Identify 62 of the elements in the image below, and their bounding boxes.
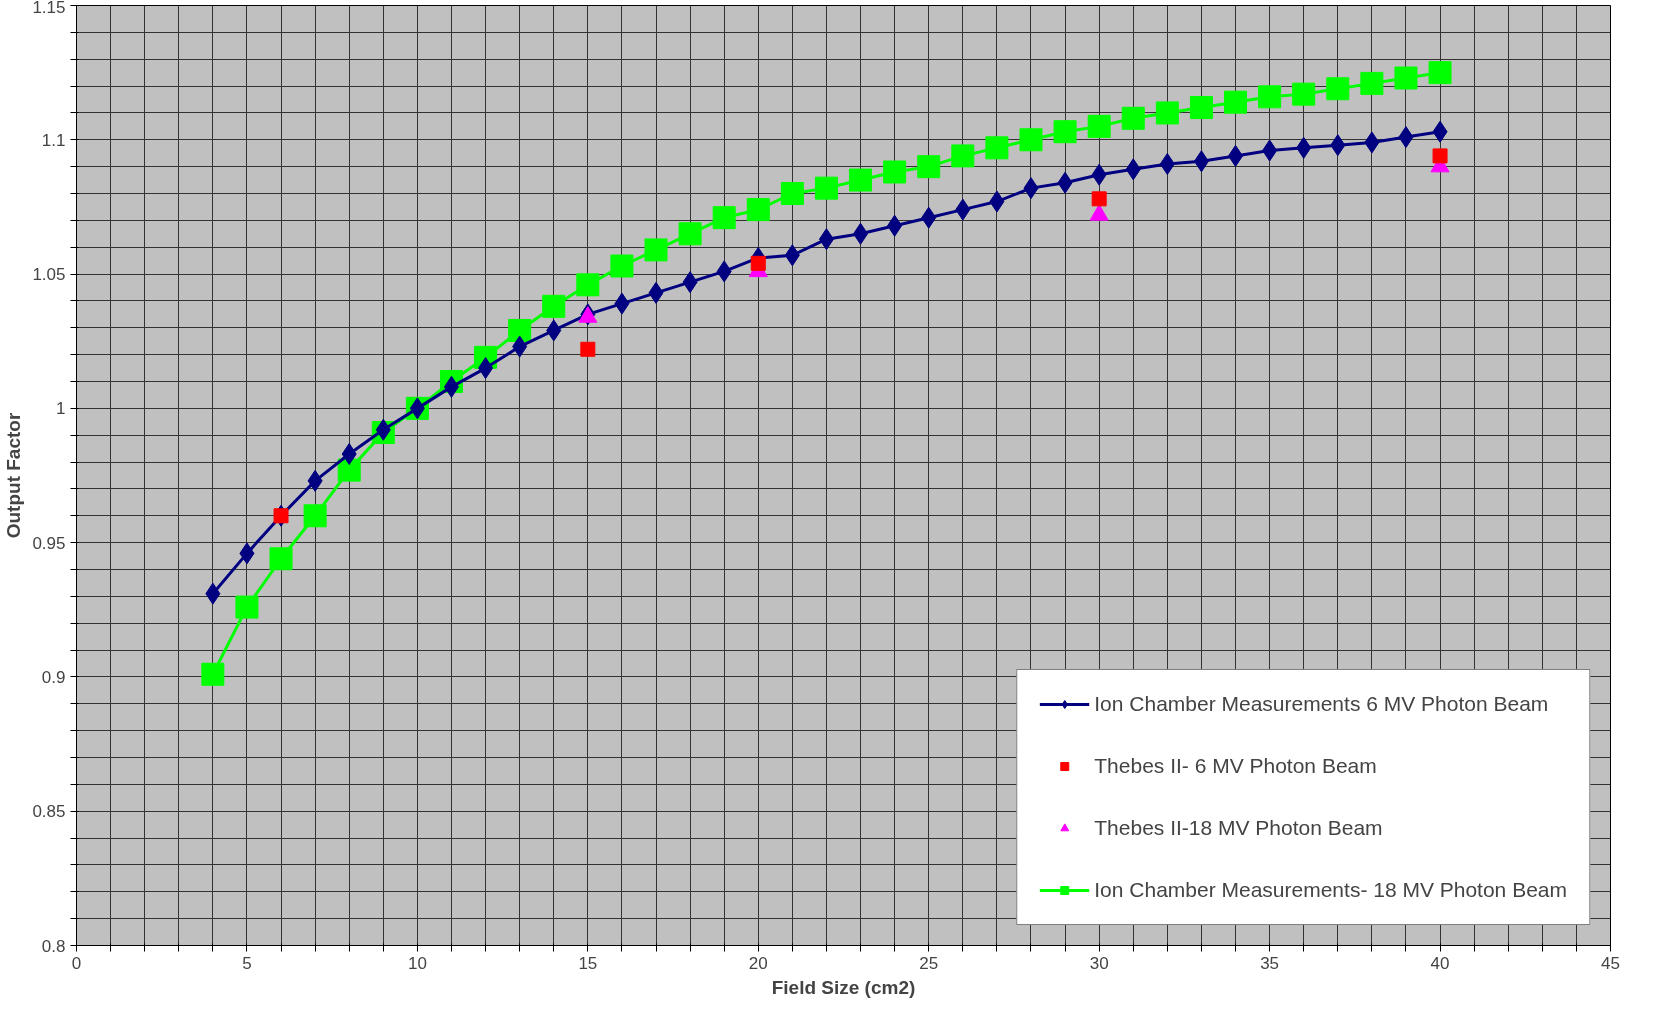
x-tick-label: 35	[1260, 953, 1280, 973]
point	[1155, 101, 1179, 125]
point	[1432, 148, 1448, 164]
point	[985, 136, 1009, 160]
point	[269, 547, 293, 571]
point	[1428, 61, 1452, 85]
point	[1394, 66, 1418, 90]
legend-label: Thebes II- 6 MV Photon Beam	[1094, 754, 1377, 778]
point	[1258, 85, 1282, 109]
x-tick-label: 10	[407, 953, 427, 973]
point	[337, 458, 361, 482]
y-tick-label: 1.1	[41, 130, 66, 150]
point	[780, 182, 804, 205]
point	[746, 198, 770, 222]
point	[1019, 128, 1043, 152]
x-tick-label: 40	[1430, 953, 1450, 973]
point	[1326, 77, 1350, 101]
point	[814, 176, 838, 200]
point	[273, 508, 289, 524]
x-tick-label: 20	[748, 953, 768, 973]
point	[610, 254, 634, 278]
point	[1189, 96, 1213, 120]
point	[201, 662, 225, 686]
point	[542, 294, 566, 318]
point	[1292, 82, 1316, 106]
point	[750, 255, 766, 271]
point	[849, 168, 873, 192]
point	[917, 155, 941, 179]
point	[1091, 191, 1107, 207]
y-tick-label: 0.95	[32, 533, 66, 553]
point	[951, 144, 975, 168]
point	[1087, 114, 1111, 138]
legend-label: Ion Chamber Measurements- 18 MV Photon Beam	[1094, 878, 1567, 902]
y-tick-label: 0.85	[32, 802, 66, 822]
y-tick-label: 0.9	[41, 667, 66, 687]
y-tick-label: 1.05	[32, 265, 66, 285]
point	[1360, 71, 1384, 95]
point	[580, 341, 596, 357]
point	[508, 318, 532, 342]
legend-label: Ion Chamber Measurements 6 MV Photon Beam	[1094, 692, 1549, 716]
y-tick-label: 0.8	[41, 936, 66, 956]
point	[1121, 106, 1145, 130]
x-tick-label: 45	[1601, 953, 1620, 973]
x-tick-label: 0	[71, 953, 82, 973]
y-tick-label: 1	[56, 399, 66, 419]
point	[678, 222, 702, 246]
x-axis-title: Field Size (cm2)	[771, 976, 916, 998]
y-tick-label: 1.15	[32, 0, 66, 17]
point	[1224, 90, 1248, 114]
point	[1053, 120, 1077, 144]
point	[235, 595, 259, 619]
point	[712, 206, 736, 230]
point	[303, 504, 327, 528]
x-tick-label: 25	[919, 953, 939, 973]
x-tick-label: 30	[1089, 953, 1109, 973]
x-tick-label: 15	[578, 953, 598, 973]
y-axis-title: Output Factor	[3, 412, 25, 539]
point	[576, 273, 600, 297]
x-tick-label: 5	[242, 953, 252, 973]
point	[644, 238, 668, 262]
legend-label: Thebes II-18 MV Photon Beam	[1094, 816, 1383, 840]
point	[883, 160, 907, 184]
